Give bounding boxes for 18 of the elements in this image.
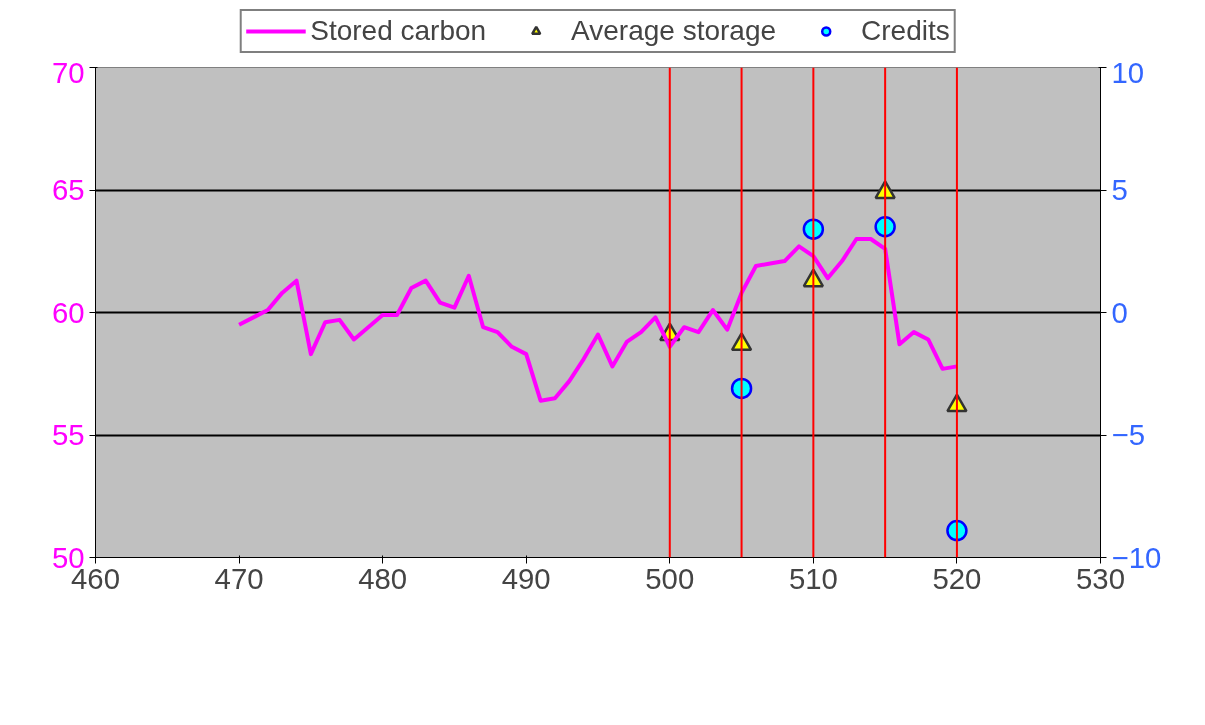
x-tick-label: 480	[358, 561, 408, 595]
x-tick-label: 510	[788, 561, 838, 595]
y-tick-label: 65	[51, 173, 85, 206]
y2-tick-label: 10	[1111, 55, 1145, 89]
y-tick-label: 60	[51, 295, 85, 329]
x-tick-label: 490	[501, 561, 551, 595]
legend-label: Stored carbon	[310, 15, 487, 47]
y-tick-label: 70	[51, 55, 85, 89]
legend-label: Credits	[861, 15, 950, 47]
x-tick-label: 500	[645, 561, 695, 595]
line-series	[237, 237, 959, 403]
y2-tick-label: 5	[1111, 173, 1128, 206]
x-tick-label: 520	[932, 561, 982, 595]
y2-tick-label: −5	[1111, 418, 1145, 451]
y2-tick-label: 0	[1111, 295, 1128, 329]
y-tick-label: 55	[51, 418, 85, 451]
x-tick-label: 470	[214, 561, 264, 595]
legend-label: Average storage	[571, 15, 777, 47]
